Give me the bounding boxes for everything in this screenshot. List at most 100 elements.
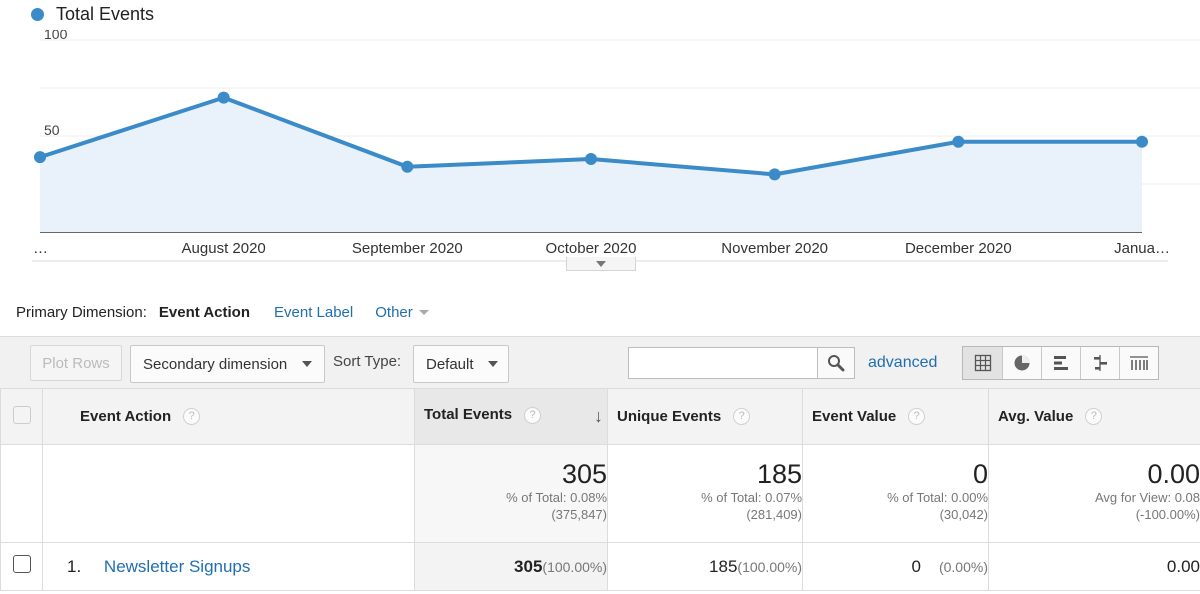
advanced-filter-link[interactable]: advanced <box>868 354 938 371</box>
view-switcher <box>962 346 1159 380</box>
pie-chart-icon <box>1014 355 1030 371</box>
pivot-view-button[interactable] <box>1119 347 1158 379</box>
row-avg-value-cell: 0.00 <box>988 542 1200 591</box>
y-tick-label: 50 <box>44 122 60 138</box>
search-button[interactable] <box>817 347 855 379</box>
total-events-overall: (375,847) <box>551 507 607 522</box>
row-event-value-pct: (0.00%) <box>938 558 988 575</box>
header-event-value[interactable]: Event Value? <box>802 388 989 445</box>
totals-spacer-cell <box>0 444 43 543</box>
help-icon[interactable]: ? <box>908 408 926 426</box>
total-events-pct: % of Total: 0.08% <box>506 490 607 505</box>
totals-event-value: 0 % of Total: 0.00% (30,042) <box>802 444 989 543</box>
row-event-value-cell: 0 (0.00%) <box>802 542 989 591</box>
table-search-input[interactable] <box>628 347 818 379</box>
chart-x-labels: … August 2020 September 2020 October 2020 No… <box>33 240 1170 257</box>
data-point <box>1136 135 1148 148</box>
comparison-icon <box>1094 355 1107 371</box>
chart-expand-toggle[interactable] <box>566 257 636 271</box>
data-point <box>768 168 781 181</box>
row-unique-events-pct: (100.00%) <box>737 558 802 575</box>
caret-down-icon <box>487 361 498 367</box>
primary-dimension-label: Primary Dimension: <box>16 304 147 321</box>
avg-value-view: Avg for View: 0.08 <box>1094 490 1200 505</box>
header-avg-value[interactable]: Avg. Value? <box>988 388 1200 445</box>
data-point <box>952 135 965 148</box>
x-tick-label: October 2020 <box>546 240 637 257</box>
performance-view-button[interactable] <box>1041 347 1080 379</box>
row-event-action-link[interactable]: Newsletter Signups <box>103 556 251 576</box>
header-event-action[interactable]: Event Action? <box>42 388 415 445</box>
totals-unique-events: 185 % of Total: 0.07% (281,409) <box>607 444 803 543</box>
row-unique-events: 185 <box>709 556 738 576</box>
comparison-view-button[interactable] <box>1080 347 1119 379</box>
chevron-down-icon <box>596 260 606 267</box>
dimension-other-dropdown[interactable]: Other <box>375 304 429 321</box>
dimension-event-label-link[interactable]: Event Label <box>274 304 354 321</box>
data-point <box>34 151 46 164</box>
dimension-event-action: Event Action <box>158 304 250 321</box>
header-event-action-label: Event Action <box>80 407 172 425</box>
header-unique-events-label: Unique Events <box>617 407 722 425</box>
unique-events-overall: (281,409) <box>746 507 802 522</box>
avg-value-change: (-100.00%) <box>1135 507 1200 522</box>
row-event-action-cell: 1. Newsletter Signups <box>42 542 415 591</box>
table-view-button[interactable] <box>963 347 1002 379</box>
row-total-events-pct: (100.00%) <box>542 558 607 575</box>
data-point <box>585 153 597 166</box>
event-value-pct: % of Total: 0.00% <box>887 490 988 505</box>
event-value-overall: (30,042) <box>939 507 988 522</box>
plot-rows-button[interactable]: Plot Rows <box>30 345 122 381</box>
unique-events-pct: % of Total: 0.07% <box>701 490 802 505</box>
row-select-cell <box>0 542 43 591</box>
x-tick-label: August 2020 <box>182 240 266 257</box>
sort-type-select[interactable]: Default <box>413 345 509 383</box>
bar-chart-icon <box>1054 356 1068 370</box>
grid-table-icon <box>974 354 991 372</box>
x-tick-label: September 2020 <box>352 240 463 257</box>
x-tick-label: … <box>33 240 48 257</box>
secondary-dimension-label: Secondary dimension <box>143 355 288 373</box>
search-icon <box>828 355 845 372</box>
header-total-events[interactable]: Total Events? ↓ <box>414 388 608 445</box>
help-icon[interactable]: ? <box>183 408 201 426</box>
table-totals-row: 305 % of Total: 0.08% (375,847) 185 % of… <box>0 444 1200 543</box>
sort-type-label: Sort Type: <box>333 353 402 370</box>
caret-down-icon <box>302 361 312 367</box>
legend-dot-icon <box>31 8 44 21</box>
totals-total-events: 305 % of Total: 0.08% (375,847) <box>414 444 608 543</box>
x-tick-label: December 2020 <box>905 240 1012 257</box>
sort-type-value: Default <box>426 355 474 373</box>
select-all-checkbox[interactable] <box>12 405 31 424</box>
help-icon[interactable]: ? <box>524 406 542 424</box>
row-index: 1. <box>67 556 82 576</box>
header-event-value-label: Event Value <box>812 407 897 425</box>
select-all-cell <box>0 388 43 445</box>
header-total-events-label: Total Events <box>424 406 513 423</box>
x-tick-label: November 2020 <box>721 240 828 257</box>
sort-descending-icon[interactable]: ↓ <box>594 406 603 426</box>
help-icon[interactable]: ? <box>1085 408 1103 426</box>
event-value-value: 0 <box>972 459 988 489</box>
secondary-dimension-select[interactable]: Secondary dimension <box>130 345 325 383</box>
table-header-row: Event Action? Total Events? ↓ Unique Eve… <box>0 388 1200 445</box>
chart-legend: Total Events <box>31 4 154 25</box>
totals-avg-value: 0.00 Avg for View: 0.08 (-100.00%) <box>988 444 1200 543</box>
row-unique-events-cell: 185(100.00%) <box>607 542 803 591</box>
chart-points <box>34 91 1148 181</box>
pie-view-button[interactable] <box>1002 347 1041 379</box>
row-total-events: 305 <box>514 556 543 576</box>
row-checkbox[interactable] <box>12 555 31 573</box>
data-point <box>401 160 414 173</box>
table-row: 1. Newsletter Signups 305(100.00%) 185(1… <box>0 542 1200 591</box>
help-icon[interactable]: ? <box>733 408 751 426</box>
legend-label: Total Events <box>56 4 155 24</box>
data-point <box>217 91 230 104</box>
header-unique-events[interactable]: Unique Events? <box>607 388 803 445</box>
avg-value-value: 0.00 <box>1147 459 1200 489</box>
row-avg-value: 0.00 <box>1166 556 1200 576</box>
total-events-chart: 100 50 … August 2020 September 2020 October … <box>32 30 1200 262</box>
chart-y-ticks: 100 50 <box>44 30 68 138</box>
x-tick-label: Janua… <box>1114 240 1170 257</box>
events-table: Event Action? Total Events? ↓ Unique Eve… <box>0 388 1200 591</box>
